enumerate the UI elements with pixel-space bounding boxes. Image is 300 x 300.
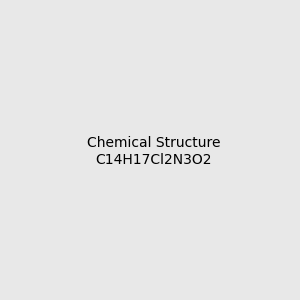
Text: Chemical Structure
C14H17Cl2N3O2: Chemical Structure C14H17Cl2N3O2	[87, 136, 220, 166]
